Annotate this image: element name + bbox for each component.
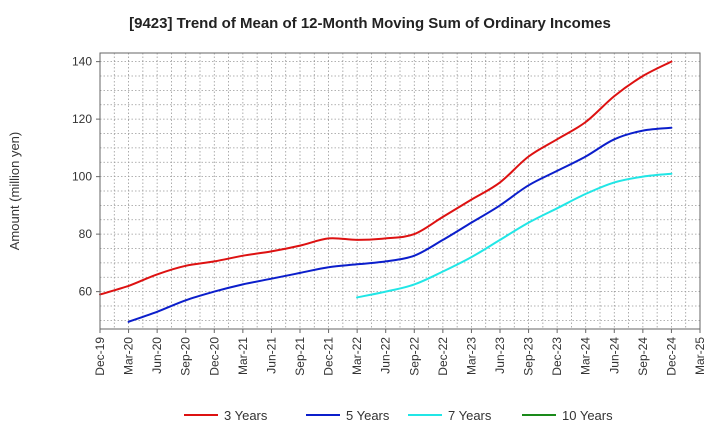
x-tick-label: Mar-23 (464, 337, 478, 375)
y-tick-label: 60 (79, 285, 93, 299)
legend-label: 5 Years (346, 408, 390, 423)
x-tick-label: Sep-21 (293, 337, 307, 376)
y-tick-label: 80 (79, 227, 93, 241)
legend-label: 3 Years (224, 408, 268, 423)
y-tick-label: 120 (72, 112, 92, 126)
series-line-3-years (99, 60, 673, 296)
x-tick-label: Jun-24 (607, 337, 621, 374)
x-tick-label: Dec-20 (207, 337, 221, 376)
x-tick-label: Jun-23 (493, 337, 507, 374)
y-tick-label: 140 (72, 55, 92, 69)
x-tick-label: Mar-24 (579, 337, 593, 375)
plot-frame (99, 52, 701, 330)
legend-label: 7 Years (448, 408, 492, 423)
legend-label: 10 Years (562, 408, 613, 423)
x-ticks: Dec-19 Mar-20 Jun-20 Sep-20 Dec-20 Mar-21 Jun-… (93, 329, 707, 376)
x-tick-label: Mar-25 (693, 337, 707, 375)
x-tick-label: Mar-21 (236, 337, 250, 375)
x-tick-label: Sep-23 (522, 337, 536, 376)
series-line-7-years (356, 172, 673, 299)
series-line-5-years (127, 126, 673, 323)
x-tick-label: Dec-19 (93, 337, 107, 376)
y-tick-label: 100 (72, 170, 92, 184)
legend: 3 Years 5 Years 7 Years 10 Years (184, 408, 613, 423)
series-group (99, 60, 673, 323)
grid (100, 53, 700, 329)
chart-title: [9423] Trend of Mean of 12-Month Moving … (129, 15, 611, 32)
x-tick-label: Jun-22 (379, 337, 393, 374)
x-tick-label: Dec-21 (322, 337, 336, 376)
x-tick-label: Sep-22 (407, 337, 421, 376)
x-tick-label: Dec-24 (664, 337, 678, 376)
x-tick-label: Sep-24 (636, 337, 650, 376)
x-tick-label: Dec-23 (550, 337, 564, 376)
x-tick-label: Mar-22 (350, 337, 364, 375)
x-tick-label: Jun-21 (264, 337, 278, 374)
x-tick-label: Jun-20 (150, 337, 164, 374)
x-tick-label: Dec-22 (436, 337, 450, 376)
y-axis-label: Amount (million yen) (7, 132, 22, 251)
x-tick-label: Mar-20 (122, 337, 136, 375)
y-ticks: 60 80 100 120 140 (72, 55, 100, 299)
x-tick-label: Sep-20 (179, 337, 193, 376)
